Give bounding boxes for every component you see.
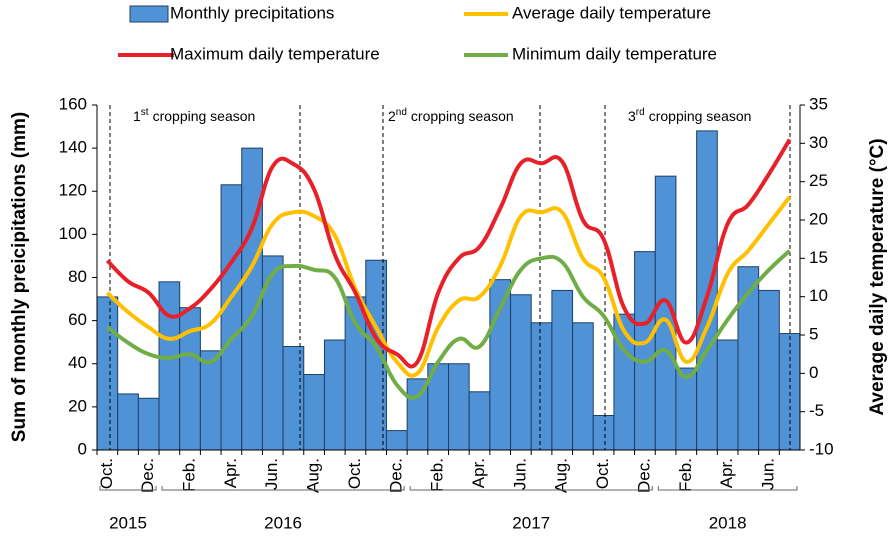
bar — [303, 374, 325, 451]
x-tick-label: Aug. — [552, 458, 571, 493]
legend-label: Monthly precipitations — [170, 3, 334, 22]
temperature-line — [105, 138, 792, 369]
y2-tick-label: -10 — [809, 439, 834, 458]
y-tick-label: 0 — [78, 439, 87, 458]
bar — [117, 393, 139, 451]
y2-tick-label: 5 — [809, 324, 818, 343]
year-bracket — [657, 486, 798, 491]
y-axis-title: Sum of monthly preicipitations (mm) — [9, 112, 30, 442]
season-suffix: st — [141, 107, 149, 118]
y-tick-label: 20 — [68, 396, 87, 415]
bar — [572, 322, 594, 451]
year-label: 2018 — [709, 513, 747, 532]
season-number: 2 — [388, 108, 396, 124]
x-tick-label: Aug. — [304, 458, 323, 493]
y2-tick-label: 25 — [809, 171, 828, 190]
bar — [551, 289, 574, 451]
y-tick-label: 40 — [68, 353, 87, 372]
season-label: 2nd cropping season — [388, 107, 514, 124]
season-suffix: rd — [636, 107, 645, 118]
year-label: 2017 — [512, 513, 550, 532]
x-tick-label: Oct. — [97, 458, 116, 489]
bar — [592, 415, 615, 451]
bar — [385, 430, 408, 451]
bar — [675, 367, 698, 451]
season-label: 3rd cropping season — [628, 107, 751, 124]
y2-axis-title: Average daily temperature (°C) — [867, 138, 888, 415]
x-tick-label: Feb. — [180, 458, 199, 492]
x-tick-label: Jun. — [758, 458, 777, 490]
legend-label: Average daily temperature — [512, 3, 711, 22]
y-tick-label: 160 — [59, 94, 87, 113]
x-tick-label: Jun. — [262, 458, 281, 490]
temperature-line — [106, 249, 792, 400]
y2-tick-label: 0 — [809, 363, 818, 382]
bar — [468, 391, 491, 451]
y2-tick-label: 10 — [809, 286, 828, 305]
y-tick-label: 80 — [68, 267, 87, 286]
season-number: 1 — [133, 108, 141, 124]
season-number: 3 — [628, 108, 636, 124]
bar — [282, 346, 305, 451]
y2-tick-label: 30 — [809, 133, 828, 152]
bar — [634, 251, 656, 451]
y2-tick-label: 15 — [809, 248, 828, 267]
y-tick-label: 140 — [59, 138, 87, 157]
y2-tick-label: 35 — [809, 94, 828, 113]
y-tick-label: 100 — [59, 224, 87, 243]
y-tick-label: 60 — [68, 310, 87, 329]
bar — [323, 339, 346, 451]
legend-swatch — [129, 5, 169, 23]
x-tick-label: Oct. — [593, 458, 612, 489]
season-text: cropping season — [153, 108, 256, 124]
season-label: 1st cropping season — [133, 107, 255, 124]
x-tick-label: Jun. — [510, 458, 529, 490]
x-tick-label: Apr. — [221, 458, 240, 488]
year-bracket — [99, 486, 157, 491]
x-tick-label: Dec. — [634, 458, 653, 493]
year-bracket — [409, 486, 653, 491]
x-tick-label: Apr. — [717, 458, 736, 488]
x-tick-label: Feb. — [676, 458, 695, 492]
year-label: 2016 — [264, 513, 302, 532]
y2-tick-label: -5 — [809, 401, 824, 420]
bar — [716, 339, 739, 451]
bar — [448, 363, 470, 451]
x-tick-label: Apr. — [469, 458, 488, 488]
season-text: cropping season — [649, 108, 752, 124]
year-bracket — [161, 486, 405, 491]
x-tick-label: Dec. — [386, 458, 405, 493]
bar — [510, 294, 532, 451]
bar — [530, 322, 553, 451]
x-tick-label: Oct. — [345, 458, 364, 489]
y2-tick-label: 20 — [809, 209, 828, 228]
season-text: cropping season — [411, 108, 514, 124]
legend-label: Minimum daily temperature — [512, 44, 717, 63]
bar — [96, 296, 119, 451]
x-tick-label: Dec. — [138, 458, 157, 493]
bar — [199, 350, 222, 451]
bar — [220, 184, 243, 451]
year-label: 2015 — [109, 513, 147, 532]
legend-label: Maximum daily temperature — [170, 44, 380, 63]
season-suffix: nd — [396, 107, 407, 118]
temperature-line — [105, 195, 792, 378]
bar — [137, 397, 160, 451]
bar — [758, 289, 780, 451]
x-tick-label: Feb. — [428, 458, 447, 492]
y-tick-label: 120 — [59, 181, 87, 200]
